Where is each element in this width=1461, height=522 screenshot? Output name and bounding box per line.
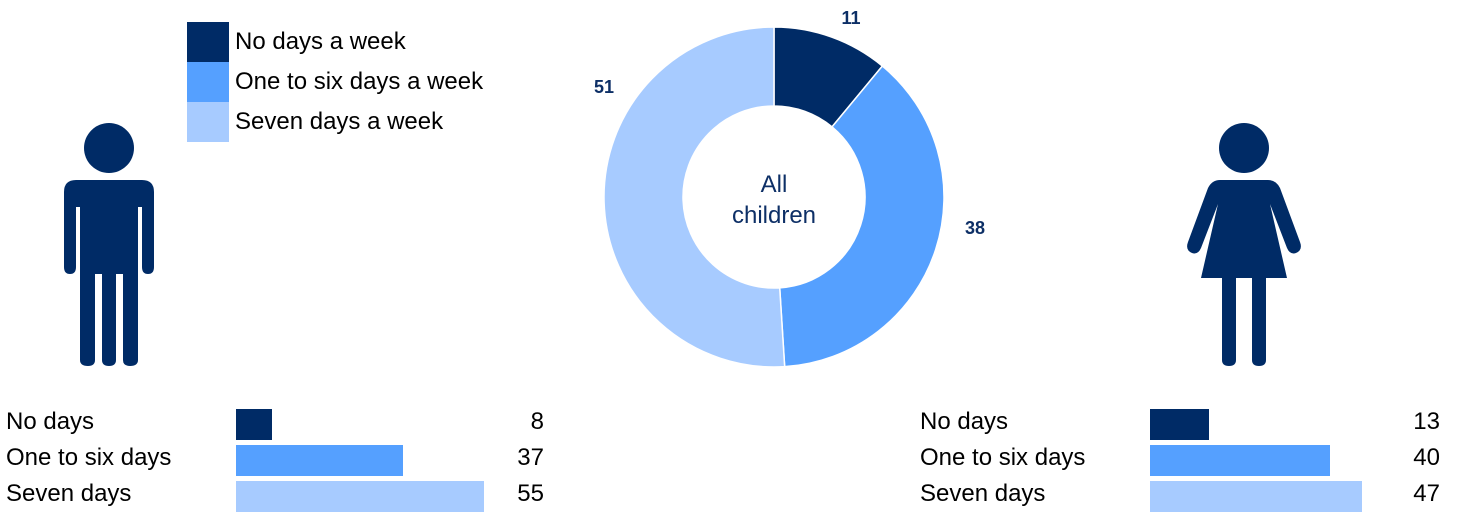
female-person-icon [1186, 122, 1302, 367]
legend-item-seven: Seven days a week [187, 102, 483, 142]
donut-slice-one-to-six [778, 64, 945, 368]
girls-row-no-days: No days 13 [920, 406, 1445, 442]
boys-label-seven: Seven days [6, 480, 132, 507]
boys-value-one-to-six: 37 [517, 444, 544, 471]
donut-slice-seven [603, 26, 786, 368]
boys-bar-one-to-six [236, 445, 403, 476]
girls-bar-seven [1150, 481, 1362, 512]
donut-center-label-line2: children [732, 202, 816, 229]
girls-bar-one-to-six [1150, 445, 1331, 476]
boys-row-seven: Seven days 55 [6, 478, 551, 514]
donut-data-label-seven: 51 [594, 77, 614, 97]
donut-center-label-line1: All [761, 171, 788, 198]
boys-value-seven: 55 [517, 480, 544, 507]
girls-label-seven: Seven days [920, 480, 1046, 507]
boys-row-no-days: No days 8 [6, 406, 551, 442]
girls-value-seven: 47 [1413, 480, 1440, 507]
legend-label-one-to-six: One to six days a week [235, 68, 484, 95]
legend-swatch-one-to-six [187, 62, 229, 102]
boys-label-no-days: No days [6, 408, 95, 435]
girls-bar-no-days [1150, 409, 1209, 440]
legend-item-no-days: No days a week [187, 22, 483, 62]
donut-data-label-no-days: 11 [841, 8, 860, 28]
girls-row-one-to-six: One to six days 40 [920, 442, 1445, 478]
girls-value-one-to-six: 40 [1413, 444, 1440, 471]
male-person-icon [62, 122, 156, 367]
donut-data-label-one-to-six: 38 [965, 218, 985, 238]
boys-bar-seven [236, 481, 484, 512]
legend-swatch-no-days [187, 22, 229, 62]
boys-bar-chart: No days 8 One to six days 37 Seven days … [6, 406, 551, 514]
girls-label-one-to-six: One to six days [920, 444, 1086, 471]
boys-label-one-to-six: One to six days [6, 444, 172, 471]
donut-chart: All children 11 38 51 [594, 8, 985, 368]
legend-swatch-seven [187, 102, 229, 142]
girls-bar-chart: No days 13 One to six days 40 Seven days… [920, 406, 1445, 514]
legend-label-seven: Seven days a week [235, 108, 444, 135]
girls-label-no-days: No days [920, 408, 1009, 435]
boys-bar-no-days [236, 409, 273, 440]
girls-row-seven: Seven days 47 [920, 478, 1445, 514]
legend: No days a week One to six days a week Se… [187, 22, 483, 142]
boys-value-no-days: 8 [530, 408, 544, 435]
legend-label-no-days: No days a week [235, 28, 406, 55]
boys-row-one-to-six: One to six days 37 [6, 442, 551, 478]
girls-value-no-days: 13 [1413, 408, 1440, 435]
legend-item-one-to-six: One to six days a week [187, 62, 483, 102]
